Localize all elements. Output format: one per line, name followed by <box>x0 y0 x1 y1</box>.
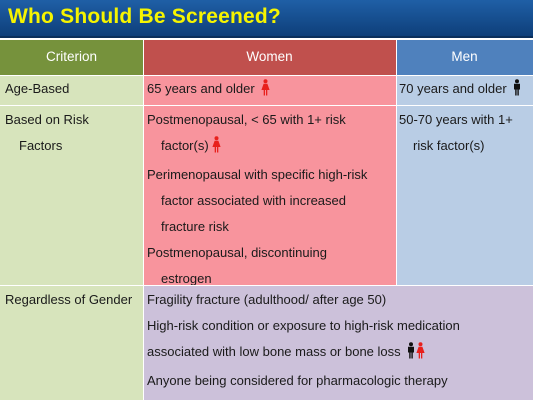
grid-line <box>0 75 533 76</box>
gender-item: Fragility fracture (adulthood/ after age… <box>147 292 387 307</box>
header-criterion: Criterion <box>0 40 143 75</box>
grid-line <box>396 40 397 285</box>
men-age-text: 70 years and older <box>399 81 507 96</box>
men-age-cell: 70 years and older <box>396 76 533 105</box>
criterion-age-based: Age-Based <box>0 76 143 105</box>
women-risk-item: Postmenopausal, discontinuing estrogen <box>147 245 327 286</box>
women-age-text: 65 years and older <box>147 81 255 96</box>
male-figure-icon <box>407 342 415 368</box>
page-title: Who Should Be Screened? <box>8 5 281 28</box>
gender-item: associated with low bone mass or bone lo… <box>143 339 533 368</box>
grid-line <box>143 40 144 400</box>
female-figure-icon <box>261 79 270 105</box>
grid-line <box>0 285 533 286</box>
female-figure-icon <box>416 342 425 368</box>
gender-item: Anyone being considered for pharmacologi… <box>147 373 448 388</box>
criterion-risk-factors: Based on Risk Factors <box>0 106 143 285</box>
criterion-risk-line1: Based on Risk <box>5 112 89 127</box>
criterion-risk-line2: Factors <box>19 138 63 153</box>
men-risk-cell: 50-70 years with 1+ risk factor(s) <box>396 106 533 285</box>
gender-cell: Fragility fracture (adulthood/ after age… <box>143 286 533 400</box>
women-risk-item: Postmenopausal, < 65 with 1+ risk factor… <box>143 107 396 162</box>
women-age-cell: 65 years and older <box>143 76 396 105</box>
title-bar: Who Should Be Screened? <box>0 0 533 38</box>
female-figure-icon <box>212 136 221 162</box>
header-women: Women <box>143 40 396 75</box>
women-risk-cell: Postmenopausal, < 65 with 1+ risk factor… <box>143 106 396 286</box>
header-men: Men <box>396 40 533 75</box>
criterion-regardless-of-gender: Regardless of Gender <box>0 286 143 400</box>
male-figure-icon <box>513 79 521 105</box>
women-risk-item: Perimenopausal with specific high-risk f… <box>147 167 368 234</box>
grid-line <box>0 105 533 106</box>
men-risk-item: 50-70 years with 1+ risk factor(s) <box>399 112 513 153</box>
gender-item: High-risk condition or exposure to high-… <box>147 318 460 333</box>
criterion-age-label: Age-Based <box>5 81 70 96</box>
